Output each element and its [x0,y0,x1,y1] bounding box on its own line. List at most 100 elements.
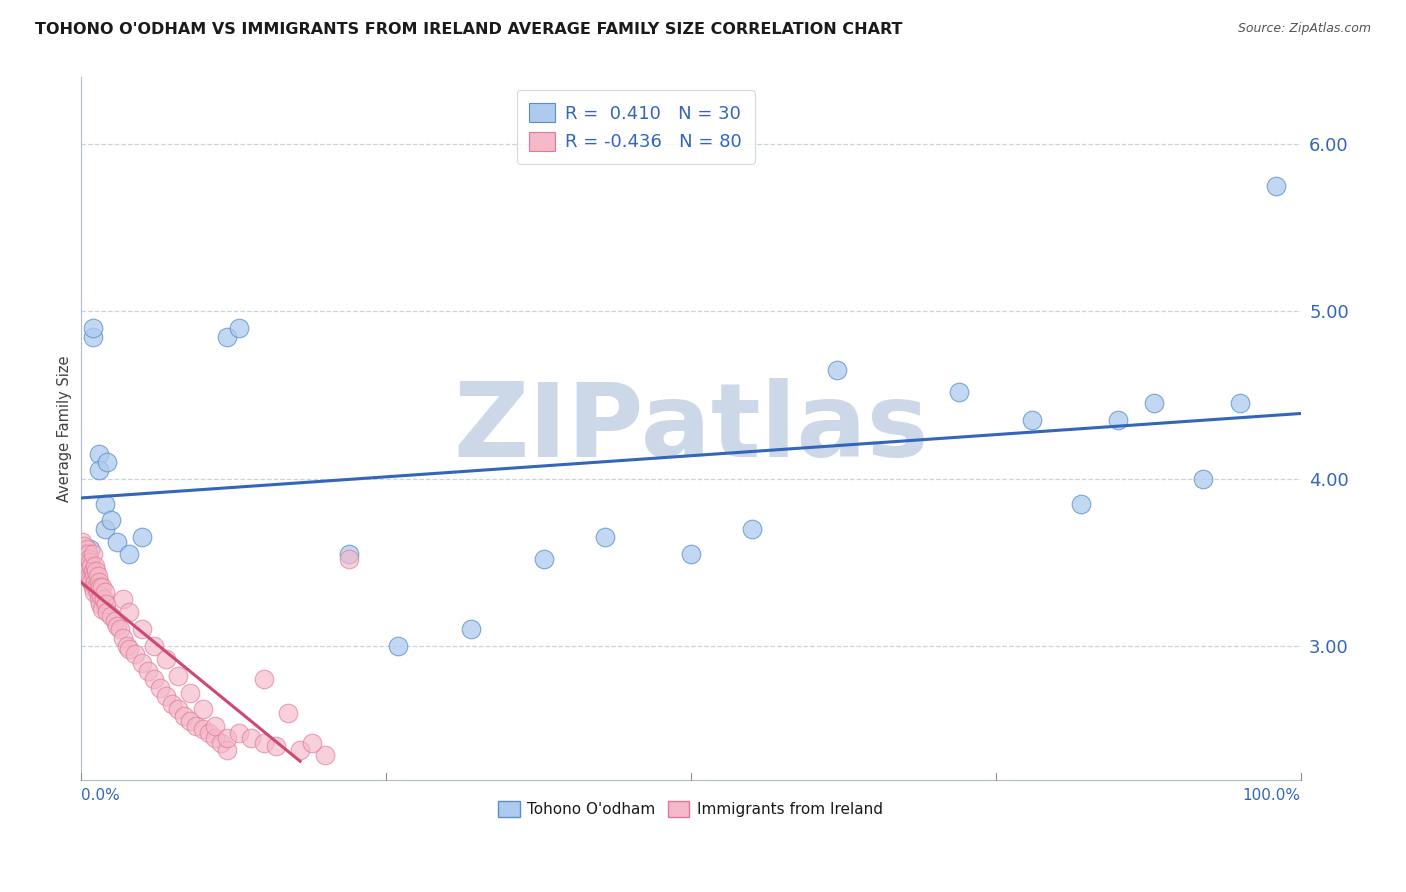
Point [80,575,103,590]
Point [93,592,115,607]
Point [73,555,96,569]
Point [91,580,114,594]
Point [228,321,250,335]
Point [90,589,112,603]
Point [108,622,131,636]
Point [1265,179,1288,194]
Point [118,547,141,561]
Point [288,742,311,756]
Point [112,592,135,607]
Point [115,639,138,653]
Point [91,602,114,616]
Point [118,642,141,657]
Point [82,547,104,561]
Point [387,639,409,653]
Point [1070,497,1092,511]
Point [337,547,360,561]
Point [1229,396,1251,410]
Point [82,329,104,343]
Point [1107,413,1129,427]
Text: 100.0%: 100.0% [1243,788,1301,803]
Point [264,739,287,754]
Point [1021,413,1043,427]
Point [228,726,250,740]
Point [167,669,190,683]
Point [215,329,238,343]
Point [1192,472,1215,486]
Point [131,530,153,544]
Point [100,513,122,527]
Point [94,522,117,536]
Point [76,558,98,573]
Point [215,731,238,745]
Point [80,558,103,573]
Point [155,652,177,666]
Point [215,742,238,756]
Point [142,673,165,687]
Point [73,539,96,553]
Point [87,575,110,590]
Point [83,585,105,599]
Point [87,592,110,607]
Point [104,614,127,628]
Point [593,530,616,544]
Point [86,564,108,578]
Point [86,580,108,594]
Point [204,719,226,733]
Point [94,597,117,611]
Point [77,552,100,566]
Point [83,568,105,582]
Point [337,552,360,566]
Point [1143,396,1166,410]
Point [70,535,93,549]
Point [82,580,104,594]
Point [84,575,107,590]
Point [131,656,153,670]
Text: Source: ZipAtlas.com: Source: ZipAtlas.com [1237,22,1371,36]
Point [301,736,323,750]
Point [149,681,172,695]
Point [86,585,108,599]
Point [84,558,107,573]
Point [240,731,263,745]
Point [89,580,111,594]
Point [252,736,274,750]
Point [76,547,98,561]
Point [79,572,101,586]
Point [136,664,159,678]
Point [79,541,101,556]
Point [825,363,848,377]
Y-axis label: Average Family Size: Average Family Size [58,355,72,502]
Point [186,719,208,733]
Point [87,447,110,461]
Point [79,555,101,569]
Point [105,535,128,549]
Point [204,731,226,745]
Point [131,622,153,636]
Point [142,639,165,653]
Point [96,455,118,469]
Text: ZIPatlas: ZIPatlas [453,378,928,479]
Point [124,647,146,661]
Point [209,736,232,750]
Point [112,631,135,645]
Point [741,522,763,536]
Point [89,597,111,611]
Point [82,564,104,578]
Point [118,606,141,620]
Point [105,619,128,633]
Legend: Tohono O'odham, Immigrants from Ireland: Tohono O'odham, Immigrants from Ireland [491,793,890,824]
Point [679,547,702,561]
Point [94,497,117,511]
Point [100,608,122,623]
Point [72,547,94,561]
Point [314,747,336,762]
Point [86,568,108,582]
Point [179,714,201,728]
Point [76,541,98,556]
Point [533,552,555,566]
Point [252,673,274,687]
Point [155,689,177,703]
Point [87,463,110,477]
Point [460,622,482,636]
